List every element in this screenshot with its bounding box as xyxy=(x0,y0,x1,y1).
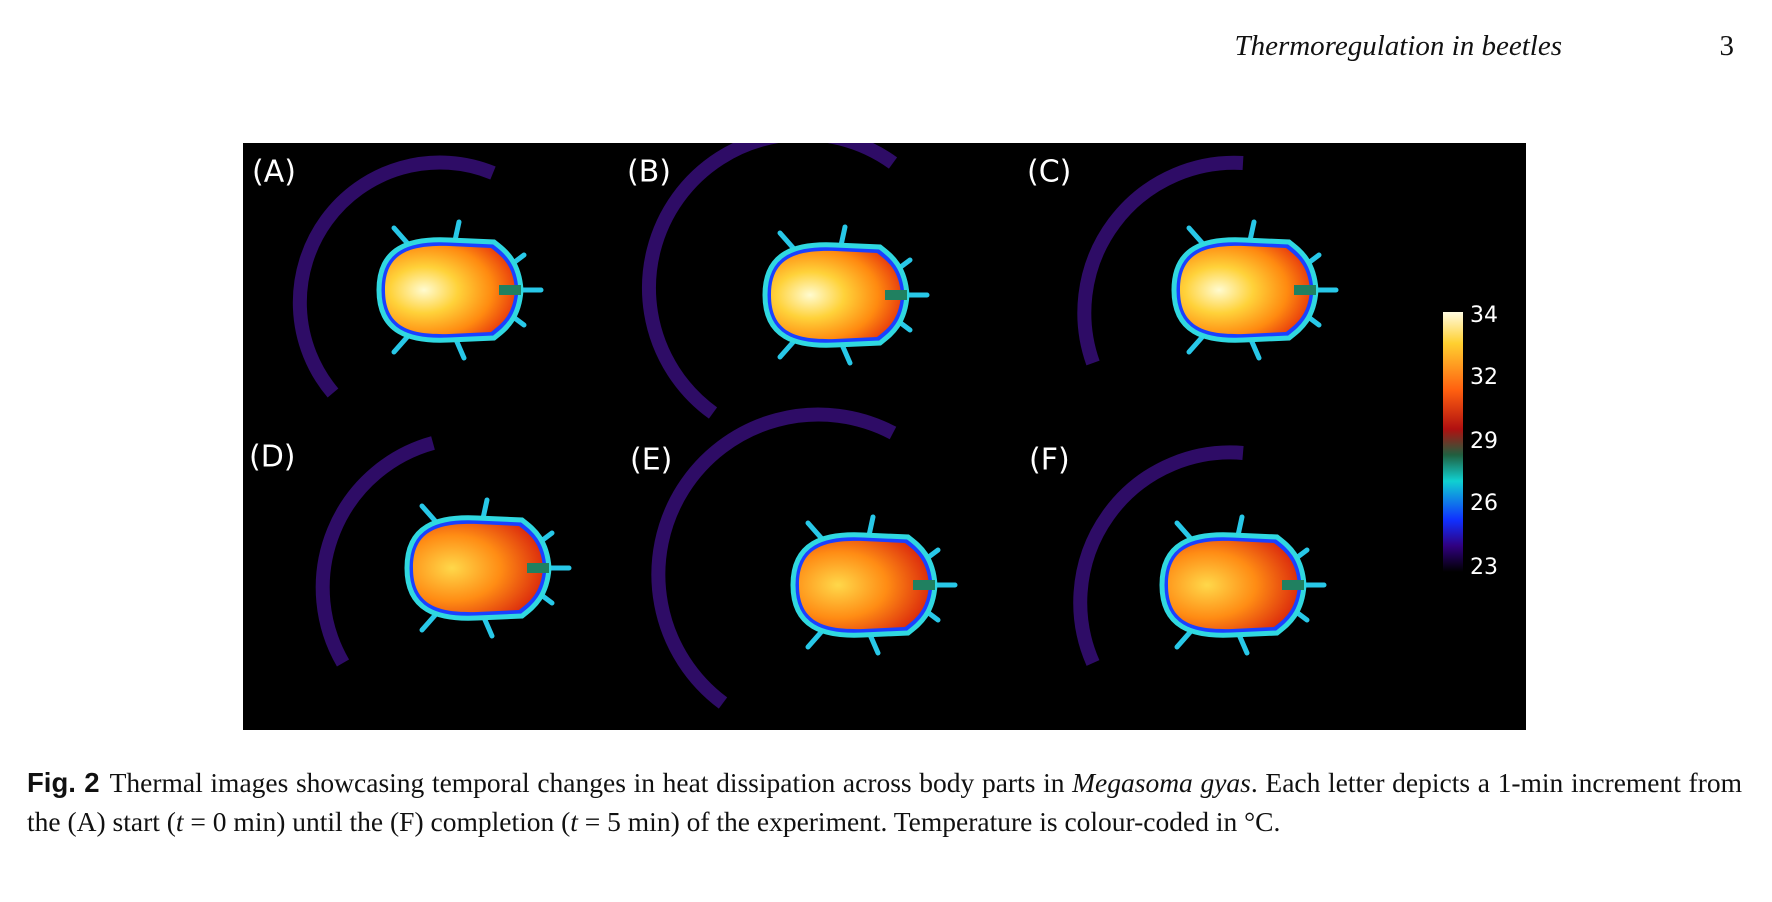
caption-text: = 5 min) of the experiment. Temperature … xyxy=(577,806,1281,837)
colorbar-tick: 29 xyxy=(1470,429,1498,454)
species-name: Megasoma gyas xyxy=(1072,767,1251,798)
panel-label: (D) xyxy=(249,440,296,475)
panel-label: (A) xyxy=(252,155,296,190)
panel-label: (C) xyxy=(1027,155,1071,190)
figure-caption: Fig. 2 Thermal images showcasing temporal… xyxy=(27,763,1742,841)
caption-text: = 0 min) until the (F) completion ( xyxy=(183,806,571,837)
colorbar-tick: 34 xyxy=(1470,303,1498,328)
colorbar-tick: 23 xyxy=(1470,555,1498,580)
colorbar xyxy=(1443,312,1463,572)
panel-label: (F) xyxy=(1029,443,1070,478)
colorbar-tick: 32 xyxy=(1470,365,1498,390)
running-title: Thermoregulation in beetles xyxy=(1234,30,1562,62)
caption-text: . Each letter depicts a 1-min increment … xyxy=(27,767,1743,837)
colorbar-tick: 26 xyxy=(1470,491,1498,516)
panel-label: (B) xyxy=(627,155,671,190)
caption-text: Thermal images showcasing temporal chang… xyxy=(109,767,1073,798)
caption-label: Fig. 2 xyxy=(27,767,100,798)
variable: t xyxy=(175,806,184,837)
variable: t xyxy=(570,806,578,837)
page-number: 3 xyxy=(1719,30,1735,62)
panel-label: (E) xyxy=(630,443,672,478)
figure: (A) (B) (C) (D) (E) (F) 34 32 29 26 23 xyxy=(243,143,1526,730)
background-rings xyxy=(292,143,1244,709)
